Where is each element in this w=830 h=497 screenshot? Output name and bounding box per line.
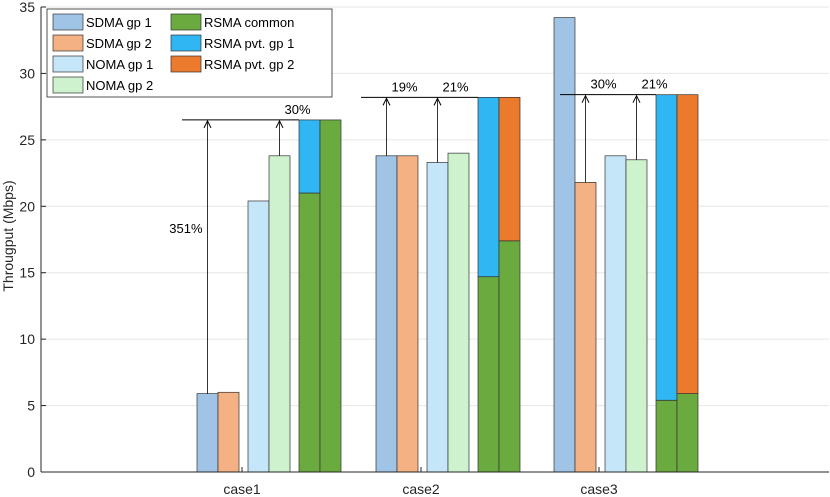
y-tick-label: 25	[19, 132, 35, 148]
axes: 0 5 10 15 20 25 30 35 case1 case2 case3	[19, 0, 829, 497]
legend-swatch	[52, 55, 84, 73]
legend-swatch	[170, 34, 202, 52]
bar-noma-gp1	[426, 162, 449, 473]
bar-noma-gp1	[247, 200, 270, 473]
gain-label: 30%	[591, 77, 617, 92]
gain-arrow-head	[581, 94, 590, 103]
bar-sdma-gp1	[196, 393, 219, 473]
legend: SDMA gp 1 SDMA gp 2 NOMA gp 1 NOMA gp 2 RSMA…	[46, 8, 333, 98]
y-tick-label: 15	[19, 265, 35, 281]
gain-label: 351%	[169, 221, 203, 236]
bar-sdma-gp1	[375, 155, 398, 473]
bar-rsma-pvt-gp1	[477, 96, 500, 278]
legend-label: SDMA gp 1	[86, 15, 152, 30]
bar-rsma-common	[498, 240, 521, 473]
legend-label: NOMA gp 2	[86, 78, 153, 93]
legend-label: SDMA gp 2	[86, 36, 152, 51]
bar-rsma-common	[477, 276, 500, 473]
gain-arrow-head	[632, 94, 641, 103]
legend-swatch	[52, 13, 84, 31]
y-tick-label: 0	[27, 464, 35, 480]
bar-sdma-gp1	[553, 17, 576, 473]
gain-arrow-head	[275, 119, 284, 129]
y-tick-label: 20	[19, 198, 35, 214]
legend-swatch	[52, 76, 84, 94]
bar-rsma-pvt-gp2	[676, 94, 699, 394]
x-tick-label: case3	[580, 481, 618, 497]
legend-swatch	[170, 13, 202, 31]
legend-label: RSMA common	[204, 15, 294, 30]
legend-label: NOMA gp 1	[86, 57, 153, 72]
gain-label: 30%	[285, 102, 311, 117]
gain-label: 21%	[642, 77, 668, 92]
gain-annotations: 351% 30% 19% 21% 30% 21%	[169, 77, 668, 394]
bar-noma-gp2	[447, 152, 470, 473]
bar-rsma-pvt-gp2	[498, 96, 521, 242]
bar-rsma-common	[319, 119, 342, 473]
bar-sdma-gp2	[217, 391, 240, 473]
bar-rsma-pvt-gp1	[298, 119, 321, 194]
bar-noma-gp2	[625, 159, 648, 473]
bar-noma-gp1	[604, 155, 627, 473]
y-tick-label: 30	[19, 65, 35, 81]
gain-arrow-head	[382, 97, 391, 106]
bars	[196, 17, 699, 473]
gain-label: 19%	[392, 79, 418, 94]
bar-rsma-common	[298, 192, 321, 473]
legend-label: RSMA pvt. gp 1	[204, 36, 294, 51]
y-tick-label: 35	[19, 0, 35, 15]
legend-label: RSMA pvt. gp 2	[204, 57, 294, 72]
bar-rsma-common	[676, 393, 699, 473]
gain-arrow-head	[433, 97, 442, 106]
y-tick-label: 10	[19, 331, 35, 347]
y-axis-title: Througput (Mbps)	[0, 180, 16, 291]
gain-label: 21%	[443, 79, 469, 94]
bar-noma-gp2	[268, 155, 291, 473]
gain-arrow-head	[203, 119, 212, 129]
bar-rsma-common	[655, 399, 678, 473]
bar-sdma-gp2	[396, 155, 419, 473]
legend-swatch	[52, 34, 84, 52]
bar-rsma-pvt-gp1	[655, 94, 678, 401]
legend-swatch	[170, 55, 202, 73]
x-tick-label: case2	[402, 481, 440, 497]
bar-sdma-gp2	[574, 182, 597, 473]
y-tick-label: 5	[27, 398, 35, 414]
x-tick-label: case1	[223, 481, 261, 497]
